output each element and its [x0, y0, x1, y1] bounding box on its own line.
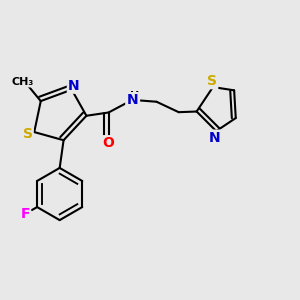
Text: H: H — [130, 91, 139, 101]
Text: S: S — [23, 127, 33, 141]
Text: O: O — [103, 136, 115, 150]
Text: N: N — [68, 79, 80, 93]
Text: CH₃: CH₃ — [12, 76, 34, 86]
Text: S: S — [207, 74, 217, 88]
Text: F: F — [20, 207, 30, 221]
Text: N: N — [209, 130, 220, 145]
Text: N: N — [126, 93, 138, 107]
